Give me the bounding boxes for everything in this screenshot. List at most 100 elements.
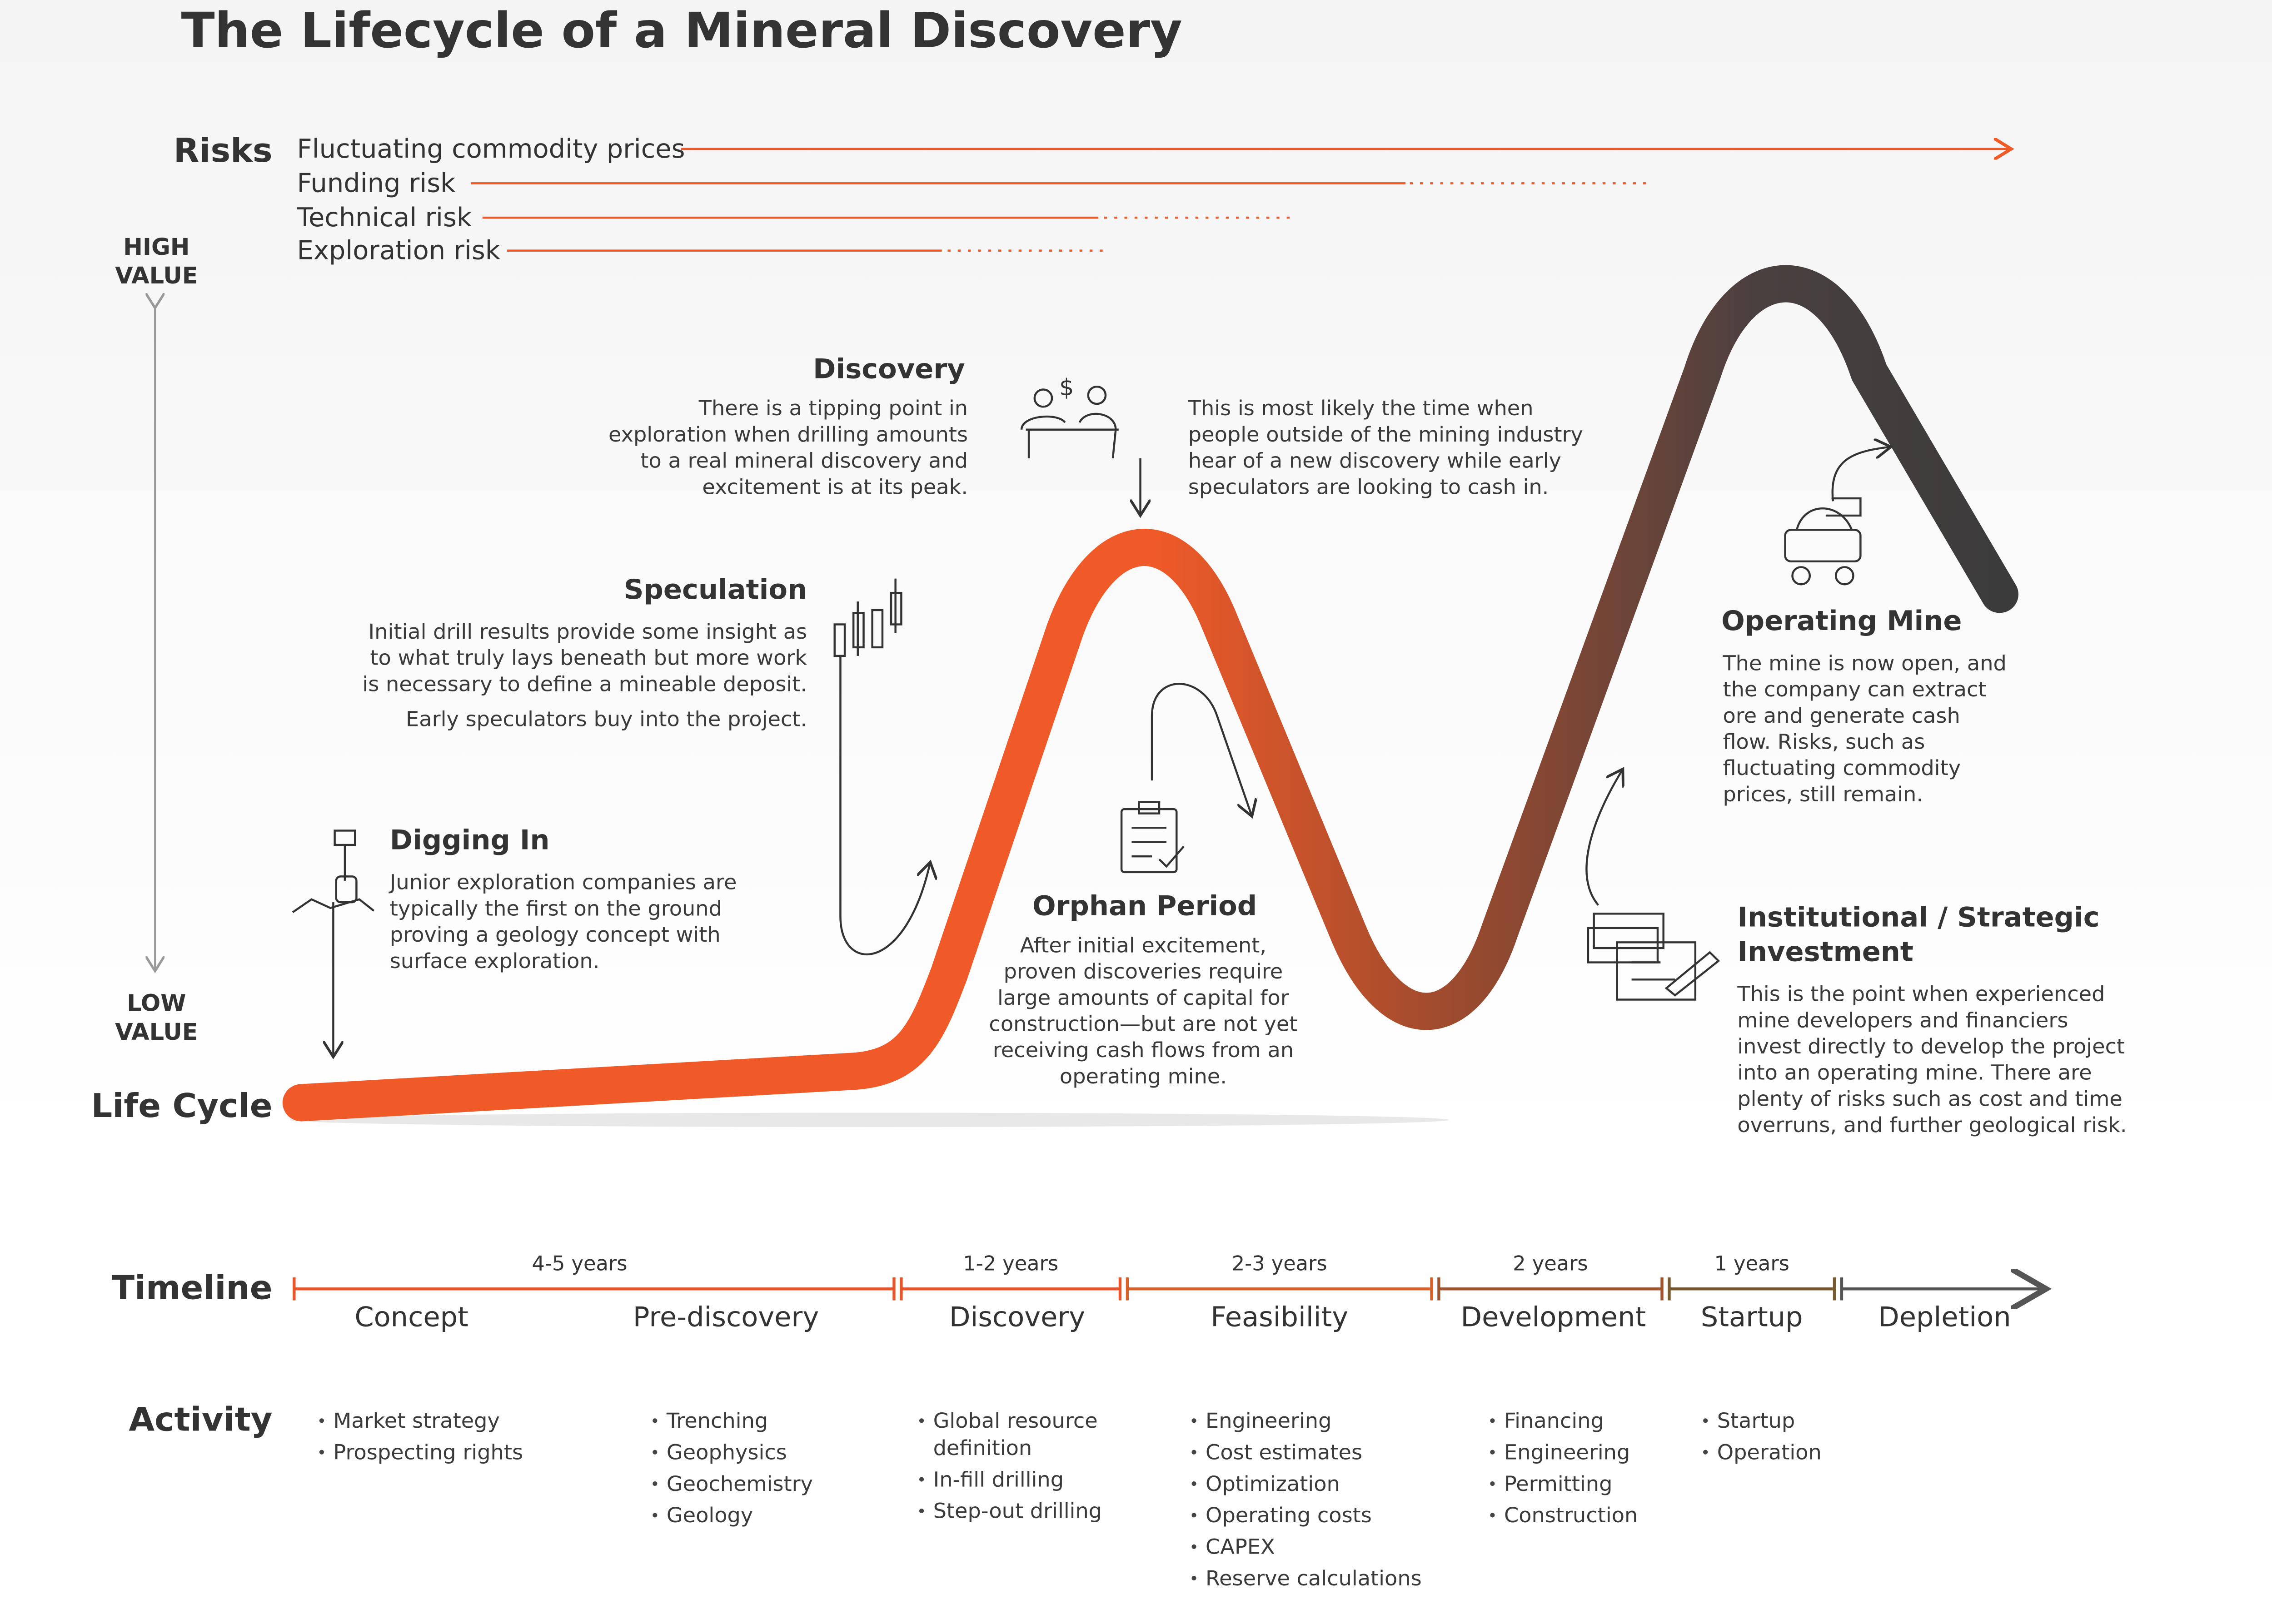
activity-item: In-fill drilling: [933, 1467, 1064, 1492]
risk-label: Technical risk: [297, 203, 472, 233]
activity-item: Cost estimates: [1206, 1440, 1362, 1465]
phase: Startup: [1701, 1301, 1803, 1333]
bullet: [1703, 1450, 1708, 1455]
value-high: VALUE: [115, 262, 198, 289]
bullet: [1490, 1513, 1495, 1518]
bullet: [1490, 1418, 1495, 1423]
bullet: [919, 1508, 924, 1513]
value-low: VALUE: [115, 1018, 198, 1045]
curve-shadow: [289, 1112, 1449, 1127]
activity-item: Optimization: [1206, 1471, 1340, 1496]
stage-text: operating mine.: [1060, 1064, 1227, 1088]
stage-text: exploration when drilling amounts: [608, 422, 968, 447]
phase: Concept: [354, 1301, 468, 1333]
bullet: [919, 1418, 924, 1423]
duration: 1 years: [1714, 1252, 1789, 1276]
activity-item: Startup: [1717, 1408, 1795, 1433]
stage-text: overruns, and further geological risk.: [1737, 1112, 2127, 1137]
stage-text: plenty of risks such as cost and time: [1737, 1087, 2123, 1111]
phase: Discovery: [949, 1301, 1085, 1333]
bullet: [1191, 1576, 1196, 1581]
timeline-label: Timeline: [112, 1269, 272, 1307]
stage-note: people outside of the mining industry: [1188, 422, 1583, 447]
stage-text: fluctuating commodity: [1723, 755, 1961, 780]
activity-item: Permitting: [1504, 1471, 1612, 1496]
life-cycle-curve: [282, 265, 2018, 1122]
stage-title: Institutional / Strategic: [1737, 902, 2099, 934]
activity-label: Activity: [129, 1401, 272, 1439]
stage-text: construction—but are not yet: [989, 1012, 1297, 1036]
stage-title: Investment: [1737, 936, 1913, 968]
activity-item: Construction: [1504, 1503, 1638, 1527]
stage-title: Discovery: [813, 353, 965, 385]
activity-item: Market strategy: [333, 1408, 499, 1433]
activity-item: Engineering: [1206, 1408, 1331, 1433]
stage-text: There is a tipping point in: [698, 396, 968, 420]
value-high: HIGH: [123, 233, 189, 260]
bullet: [319, 1418, 324, 1423]
stage-text: to a real mineral discovery and: [640, 448, 968, 473]
stage-note: This is most likely the time when: [1188, 396, 1534, 420]
stage-text: receiving cash flows from an: [993, 1038, 1294, 1062]
icons: $: [292, 374, 1862, 1001]
stage-text: Junior exploration companies are: [389, 870, 737, 894]
stage-text: Initial drill results provide some insig…: [369, 619, 807, 644]
activity-item: Reserve calculations: [1206, 1566, 1422, 1590]
bullet: [319, 1450, 324, 1455]
bullet: [653, 1418, 658, 1423]
stage-text: ore and generate cash: [1723, 703, 1960, 728]
phase: Depletion: [1878, 1301, 2011, 1333]
stage-text: the company can extract: [1723, 677, 1986, 701]
stage-text: proven discoveries require: [1004, 959, 1283, 983]
activity-item: Prospecting rights: [333, 1440, 523, 1465]
activity-item: Trenching: [666, 1408, 768, 1433]
stage-note: speculators are looking to cash in.: [1188, 475, 1549, 499]
activity-item: Operation: [1717, 1440, 1822, 1465]
stage-note: Early speculators buy into the project.: [406, 707, 807, 731]
stage-text: prices, still remain.: [1723, 782, 1923, 806]
stage-text: excitement is at its peak.: [702, 475, 968, 499]
risk-label: Fluctuating commodity prices: [297, 134, 685, 164]
stage-text: invest directly to develop the project: [1737, 1034, 2125, 1058]
stage-text: large amounts of capital for: [997, 985, 1289, 1010]
bullet: [1191, 1513, 1196, 1518]
stage-title: Digging In: [390, 824, 550, 856]
activity-item: Engineering: [1504, 1440, 1630, 1465]
bullet: [919, 1477, 924, 1482]
bullet: [1490, 1481, 1495, 1486]
phase: Development: [1460, 1301, 1646, 1333]
bullet: [1191, 1544, 1196, 1549]
bullet: [1703, 1418, 1708, 1423]
stage-text: After initial excitement,: [1020, 933, 1266, 958]
stage-text: flow. Risks, such as: [1723, 730, 1925, 754]
phase: Pre-discovery: [633, 1301, 819, 1333]
activity-item: CAPEX: [1206, 1535, 1275, 1559]
bullet: [653, 1450, 658, 1455]
bullet: [1490, 1450, 1495, 1455]
duration: 1-2 years: [963, 1252, 1058, 1276]
title: The Lifecycle of a Mineral Discovery: [181, 3, 1182, 59]
phase: Feasibility: [1211, 1301, 1348, 1333]
bullet: [653, 1513, 658, 1518]
stage-text: mine developers and financiers: [1737, 1008, 2068, 1033]
activity-item: Step-out drilling: [933, 1499, 1102, 1523]
stage-text: typically the first on the ground: [390, 896, 722, 921]
activity-item: definition: [933, 1435, 1032, 1460]
stage-text: proving a geology concept with: [390, 922, 721, 947]
value-low: LOW: [127, 990, 186, 1017]
stage-text: into an operating mine. There are: [1737, 1060, 2092, 1085]
duration: 2-3 years: [1232, 1252, 1327, 1276]
risk-lines: [471, 149, 2011, 252]
bullet: [1191, 1418, 1196, 1423]
stage-text: This is the point when experienced: [1737, 982, 2105, 1006]
activity-item: Geology: [667, 1503, 753, 1527]
activity-item: Global resource: [933, 1408, 1098, 1433]
connectors: [333, 447, 1891, 1057]
risks-label: Risks: [174, 132, 273, 170]
stage-title: Operating Mine: [1721, 605, 1962, 637]
activity-item: Geochemistry: [667, 1471, 813, 1496]
bullet: [653, 1481, 658, 1486]
stage-text: to what truly lays beneath but more work: [370, 646, 807, 670]
risk-label: Funding risk: [297, 169, 456, 199]
